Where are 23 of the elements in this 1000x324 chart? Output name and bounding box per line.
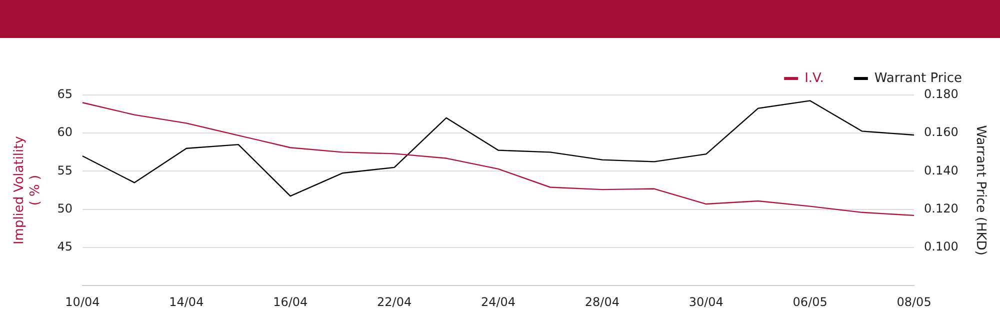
x-tick-label: 10/04 bbox=[65, 294, 100, 309]
x-tick-label: 16/04 bbox=[273, 294, 308, 309]
y-tick-label: 45 bbox=[57, 240, 72, 254]
y2-tick-label: 0.160 bbox=[924, 125, 958, 140]
x-tick-label: 24/04 bbox=[480, 294, 516, 309]
y2-tick-label: 0.120 bbox=[924, 201, 958, 216]
y2-tick-label: 0.140 bbox=[924, 163, 958, 178]
legend-label: Warrant Price bbox=[874, 70, 962, 86]
x-tick-label: 06/05 bbox=[792, 294, 828, 309]
y-tick-label: 55 bbox=[57, 163, 72, 178]
y2-axis-title: Warrant Price (HKD) bbox=[972, 125, 988, 256]
y-tick-label: 50 bbox=[57, 201, 72, 216]
x-tick-label: 08/05 bbox=[896, 294, 932, 309]
x-tick-label: 14/04 bbox=[169, 294, 204, 309]
y2-tick-label: 0.100 bbox=[924, 240, 958, 254]
legend-label: I.V. bbox=[804, 70, 824, 86]
x-tick-label: 28/04 bbox=[584, 294, 620, 309]
y-tick-label: 65 bbox=[57, 87, 72, 102]
x-tick-label: 22/04 bbox=[377, 294, 412, 309]
y2-tick-label: 0.180 bbox=[924, 87, 958, 102]
y-tick-label: 60 bbox=[57, 125, 72, 140]
x-tick-label: 30/04 bbox=[688, 294, 724, 309]
y-axis-title: Implied Volatility ( % ) bbox=[12, 136, 43, 245]
